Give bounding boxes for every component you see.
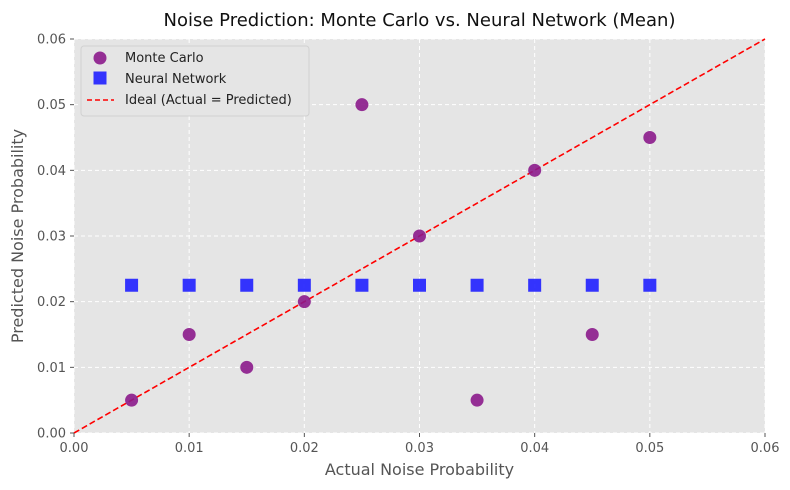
point-monte-carlo (355, 98, 369, 112)
point-neural-network (297, 278, 311, 292)
point-monte-carlo (528, 163, 542, 177)
x-tick-label: 0.04 (520, 441, 549, 456)
x-tick-label: 0.03 (405, 441, 434, 456)
point-neural-network (413, 278, 426, 292)
legend-label-monte-carlo: Monte Carlo (125, 51, 204, 66)
y-tick-label: 0.02 (37, 295, 66, 310)
legend: Monte Carlo Neural Network Ideal (Actual… (80, 45, 310, 117)
x-tick-label: 0.01 (175, 441, 204, 456)
point-monte-carlo (297, 295, 311, 309)
y-axis-label: Predicted Noise Probability (8, 129, 27, 343)
point-monte-carlo (125, 393, 139, 407)
point-neural-network (240, 278, 254, 292)
y-tick-label: 0.06 (37, 33, 66, 48)
x-axis-ticks: 0.00 0.01 0.02 0.03 0.04 0.05 0.06 (60, 433, 780, 456)
point-neural-network (182, 278, 196, 292)
data-points (125, 98, 657, 407)
point-monte-carlo (470, 393, 484, 407)
y-axis-ticks: 0.00 0.01 0.02 0.03 0.04 0.05 0.06 (37, 33, 74, 442)
x-tick-label: 0.02 (290, 441, 319, 456)
point-monte-carlo (643, 131, 657, 144)
x-tick-label: 0.00 (60, 441, 89, 456)
point-neural-network (470, 278, 484, 292)
point-monte-carlo (182, 328, 196, 341)
point-neural-network (125, 278, 139, 292)
y-tick-label: 0.04 (37, 164, 66, 179)
x-tick-label: 0.05 (635, 441, 664, 456)
legend-box (80, 45, 310, 117)
y-tick-label: 0.00 (37, 427, 66, 442)
legend-label-neural-network: Neural Network (125, 72, 227, 87)
point-neural-network (528, 278, 542, 292)
point-neural-network (355, 278, 369, 292)
point-neural-network (643, 278, 657, 292)
y-tick-label: 0.01 (37, 361, 66, 376)
legend-label-ideal-line: Ideal (Actual = Predicted) (125, 93, 292, 108)
point-monte-carlo (240, 360, 254, 374)
legend-marker-neural-network (93, 71, 107, 85)
x-tick-label: 0.06 (751, 441, 780, 456)
chart-title: Noise Prediction: Monte Carlo vs. Neural… (164, 10, 676, 31)
legend-marker-monte-carlo (93, 51, 107, 65)
x-axis-label: Actual Noise Probability (325, 460, 514, 479)
point-monte-carlo (585, 328, 599, 341)
point-neural-network (585, 278, 599, 292)
y-tick-label: 0.05 (37, 98, 66, 113)
y-tick-label: 0.03 (37, 230, 66, 245)
point-monte-carlo (413, 229, 426, 243)
